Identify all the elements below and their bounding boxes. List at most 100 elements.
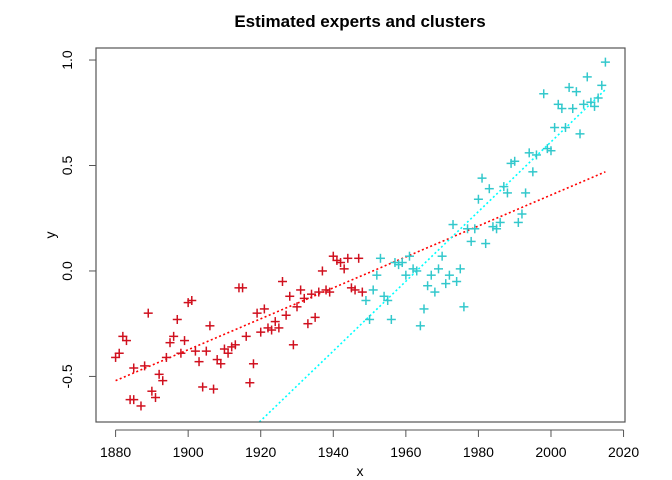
plot-frame	[95, 47, 626, 423]
point-cluster-2	[531, 150, 541, 160]
fit-lines	[115, 88, 606, 423]
point-cluster-2	[459, 302, 469, 312]
y-axis-title: y	[42, 232, 58, 239]
point-cluster-1	[151, 393, 161, 403]
point-cluster-2	[492, 224, 502, 234]
point-cluster-1	[325, 287, 335, 297]
point-cluster-2	[539, 89, 549, 99]
x-tick-label: 1900	[173, 444, 204, 460]
point-cluster-2	[546, 146, 556, 156]
point-cluster-2	[499, 182, 509, 192]
point-cluster-2	[437, 251, 447, 261]
point-cluster-2	[470, 224, 480, 234]
point-cluster-1	[121, 336, 131, 346]
point-cluster-1	[154, 369, 164, 379]
point-cluster-2	[571, 87, 581, 97]
point-cluster-2	[524, 148, 534, 158]
point-cluster-1	[354, 253, 364, 263]
point-cluster-1	[223, 348, 233, 358]
fit-line-expert-1	[115, 171, 606, 382]
x-tick-label: 1880	[100, 444, 131, 460]
point-cluster-1	[165, 338, 175, 348]
point-cluster-1	[161, 352, 171, 362]
point-cluster-1	[281, 310, 291, 320]
point-cluster-2	[477, 173, 487, 183]
point-cluster-2	[423, 281, 433, 291]
point-cluster-1	[314, 287, 324, 297]
point-cluster-2	[430, 287, 440, 297]
y-tick-label: 1.0	[59, 50, 75, 70]
point-cluster-2	[372, 270, 382, 280]
point-cluster-1	[292, 302, 302, 312]
point-cluster-1	[274, 323, 284, 333]
point-cluster-2	[466, 236, 476, 246]
point-cluster-1	[296, 285, 306, 295]
point-cluster-2	[401, 270, 411, 280]
point-cluster-2	[579, 99, 589, 109]
fit-line-expert-2	[258, 88, 606, 423]
point-cluster-2	[590, 101, 600, 111]
point-cluster-1	[194, 357, 204, 367]
point-cluster-1	[256, 327, 266, 337]
point-cluster-2	[513, 217, 523, 227]
point-cluster-1	[285, 291, 295, 301]
point-cluster-1	[350, 285, 360, 295]
point-cluster-2	[444, 270, 454, 280]
point-cluster-2	[448, 220, 458, 230]
point-cluster-1	[172, 314, 182, 324]
point-cluster-1	[277, 277, 287, 287]
point-cluster-1	[238, 283, 248, 293]
point-cluster-1	[147, 386, 157, 396]
x-tick-label: 1920	[245, 444, 276, 460]
point-cluster-2	[375, 253, 385, 263]
point-cluster-1	[180, 336, 190, 346]
point-cluster-1	[252, 308, 262, 318]
point-cluster-2	[412, 266, 422, 276]
point-cluster-1	[336, 258, 346, 268]
data-points	[111, 57, 610, 411]
point-cluster-2	[386, 314, 396, 324]
point-cluster-2	[383, 295, 393, 305]
y-tick-label: -0.5	[59, 364, 75, 388]
point-cluster-1	[169, 331, 179, 341]
point-cluster-1	[129, 395, 139, 405]
point-cluster-1	[230, 340, 240, 350]
point-cluster-2	[452, 277, 462, 287]
point-cluster-2	[560, 123, 570, 133]
point-cluster-1	[158, 376, 168, 386]
point-cluster-1	[343, 253, 353, 263]
point-cluster-1	[140, 361, 150, 371]
point-cluster-2	[368, 285, 378, 295]
point-cluster-1	[187, 295, 197, 305]
point-cluster-1	[267, 325, 277, 335]
point-cluster-2	[557, 104, 567, 114]
point-cluster-1	[241, 331, 251, 341]
point-cluster-1	[270, 317, 280, 327]
x-tick-label: 1980	[463, 444, 494, 460]
x-axis: 1880 1900 1920 1940 1960 1980 2000 2020	[100, 429, 639, 460]
y-tick-label: 0.5	[59, 156, 75, 176]
point-cluster-2	[521, 188, 531, 198]
point-cluster-2	[397, 258, 407, 268]
point-cluster-2	[528, 167, 538, 177]
point-cluster-2	[502, 188, 512, 198]
point-cluster-1	[245, 378, 255, 388]
point-cluster-1	[299, 293, 309, 303]
point-cluster-2	[550, 123, 560, 133]
point-cluster-2	[455, 264, 465, 274]
point-cluster-1	[310, 312, 320, 322]
point-cluster-1	[357, 287, 367, 297]
point-cluster-1	[205, 321, 215, 331]
point-cluster-1	[288, 340, 298, 350]
point-cluster-2	[575, 129, 585, 139]
point-cluster-2	[510, 156, 520, 166]
point-cluster-2	[597, 80, 607, 90]
point-cluster-2	[365, 314, 375, 324]
point-cluster-2	[568, 104, 578, 114]
point-cluster-1	[317, 266, 327, 276]
x-tick-label: 2020	[608, 444, 639, 460]
y-axis: -0.5 0.0 0.5 1.0	[59, 50, 97, 388]
point-cluster-2	[404, 251, 414, 261]
point-cluster-1	[339, 264, 349, 274]
